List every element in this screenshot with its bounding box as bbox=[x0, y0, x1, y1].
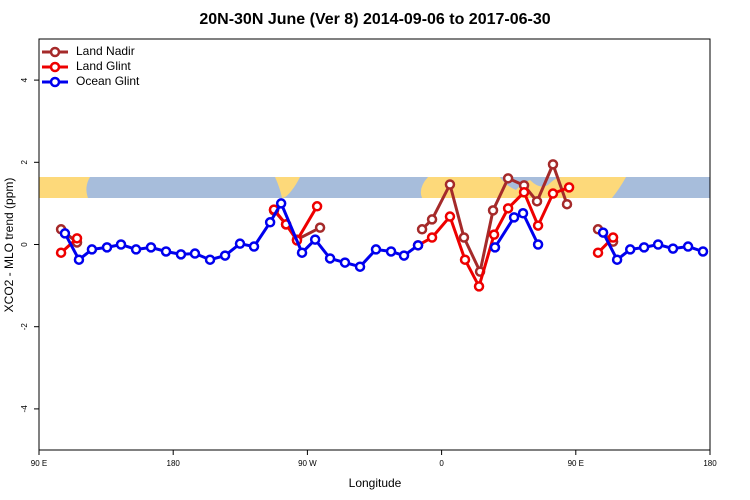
legend-marker bbox=[49, 46, 61, 58]
legend-label: Land Nadir bbox=[76, 44, 135, 58]
point bbox=[502, 173, 514, 184]
point bbox=[354, 261, 366, 272]
point bbox=[55, 247, 67, 258]
point bbox=[532, 220, 544, 231]
point bbox=[248, 241, 260, 252]
point bbox=[697, 246, 709, 257]
point bbox=[547, 188, 559, 199]
point bbox=[412, 240, 424, 251]
point bbox=[219, 250, 231, 261]
point bbox=[115, 239, 127, 250]
point bbox=[416, 224, 428, 235]
point bbox=[370, 244, 382, 255]
legend-marker bbox=[49, 76, 61, 88]
point bbox=[592, 247, 604, 258]
legend-label: Ocean Glint bbox=[76, 74, 140, 88]
point bbox=[101, 242, 113, 253]
point bbox=[189, 248, 201, 259]
point bbox=[531, 196, 543, 207]
chart-title: 20N-30N June (Ver 8) 2014-09-06 to 2017-… bbox=[199, 11, 550, 28]
legend-marker bbox=[49, 61, 61, 73]
point bbox=[459, 254, 471, 265]
x-axis-label: Longitude bbox=[349, 476, 402, 490]
x-tick-label: 0 bbox=[439, 459, 444, 468]
point bbox=[624, 244, 636, 255]
x-tick-label: 90 E bbox=[568, 459, 584, 468]
point bbox=[234, 238, 246, 249]
series-line bbox=[60, 185, 615, 291]
legend-label: Land Glint bbox=[76, 59, 131, 73]
point bbox=[488, 229, 500, 240]
point bbox=[59, 228, 71, 239]
point bbox=[309, 234, 321, 245]
point bbox=[502, 203, 514, 214]
point bbox=[444, 211, 456, 222]
point bbox=[339, 257, 351, 268]
x-tick-label: 180 bbox=[167, 459, 181, 468]
point bbox=[667, 243, 679, 254]
point bbox=[652, 239, 664, 250]
point bbox=[611, 254, 623, 265]
point bbox=[311, 201, 323, 212]
map-band bbox=[39, 177, 710, 198]
point bbox=[296, 247, 308, 258]
point bbox=[682, 241, 694, 252]
point bbox=[175, 249, 187, 260]
point bbox=[597, 227, 609, 238]
y-tick-label: 0 bbox=[20, 242, 29, 247]
point bbox=[398, 250, 410, 261]
point bbox=[508, 212, 520, 223]
y-tick-label: -2 bbox=[20, 323, 29, 331]
x-tick-label: 90 W bbox=[298, 459, 317, 468]
point bbox=[86, 244, 98, 255]
point bbox=[489, 242, 501, 253]
point bbox=[561, 198, 573, 210]
point bbox=[145, 242, 157, 253]
point bbox=[473, 281, 485, 292]
point bbox=[264, 217, 276, 228]
point bbox=[607, 232, 619, 243]
point bbox=[563, 182, 575, 193]
point bbox=[204, 254, 216, 265]
point bbox=[73, 254, 85, 265]
point bbox=[458, 232, 470, 243]
point bbox=[638, 242, 650, 253]
point bbox=[130, 244, 142, 255]
y-axis-label: XCO2 - MLO trend (ppm) bbox=[2, 178, 16, 313]
point bbox=[444, 179, 456, 190]
y-tick-label: 4 bbox=[20, 77, 29, 82]
point bbox=[385, 246, 397, 257]
x-tick-label: 90 E bbox=[31, 459, 47, 468]
point bbox=[547, 159, 559, 170]
point bbox=[160, 246, 172, 257]
point bbox=[518, 187, 530, 198]
point bbox=[71, 233, 83, 244]
x-tick-label: 180 bbox=[703, 459, 717, 468]
point bbox=[426, 232, 438, 243]
point bbox=[426, 214, 438, 225]
point bbox=[487, 205, 499, 216]
point bbox=[314, 222, 326, 233]
y-tick-label: -4 bbox=[20, 405, 29, 413]
point bbox=[517, 208, 529, 219]
point bbox=[275, 198, 287, 209]
y-tick-label: 2 bbox=[20, 160, 29, 165]
point bbox=[532, 239, 544, 250]
point bbox=[324, 253, 336, 264]
